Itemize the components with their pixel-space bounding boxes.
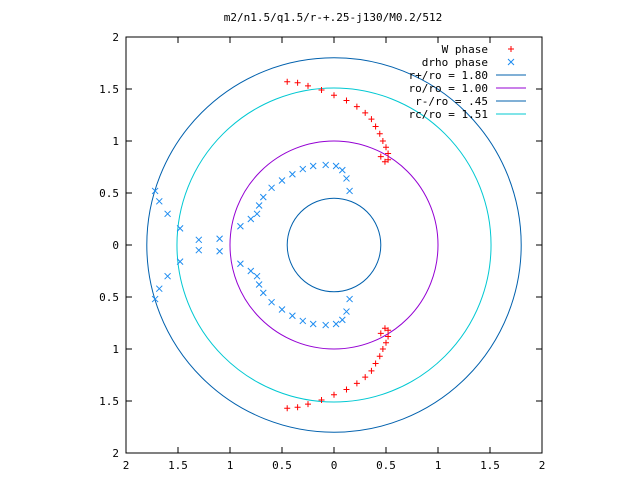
y-tick-label: 2 [112,447,119,460]
x-tick-label: 1.5 [480,459,500,472]
x-tick-label: 1 [435,459,442,472]
y-tick-label: 0.5 [99,291,119,304]
x-tick-label: 2 [123,459,130,472]
y-tick-label: 1 [112,343,119,356]
y-tick-label: 1 [112,135,119,148]
y-tick-label: 2 [112,31,119,44]
legend-label: ro/ro = 1.00 [409,82,488,95]
chart-title: m2/n1.5/q1.5/r-+.25-j130/M0.2/512 [224,11,443,24]
legend-label: r+/ro = 1.80 [409,69,488,82]
plot-canvas: m2/n1.5/q1.5/r-+.25-j130/M0.2/512 2 1.5 1 0… [0,0,640,480]
y-tick-label: 0 [112,239,119,252]
legend-label: rc/ro = 1.51 [409,108,488,121]
legend-label: W phase [442,43,488,56]
legend-label: r-/ro = .45 [415,95,488,108]
x-tick-label: 0.5 [376,459,396,472]
y-tick-label: 0.5 [99,187,119,200]
plot-background [0,0,640,480]
x-tick-label: 1 [227,459,234,472]
x-tick-label: 1.5 [168,459,188,472]
x-tick-label: 0.5 [272,459,292,472]
y-tick-label: 1.5 [99,395,119,408]
x-tick-label: 0 [331,459,338,472]
legend-label: drho phase [422,56,488,69]
y-tick-label: 1.5 [99,83,119,96]
x-tick-label: 2 [539,459,546,472]
